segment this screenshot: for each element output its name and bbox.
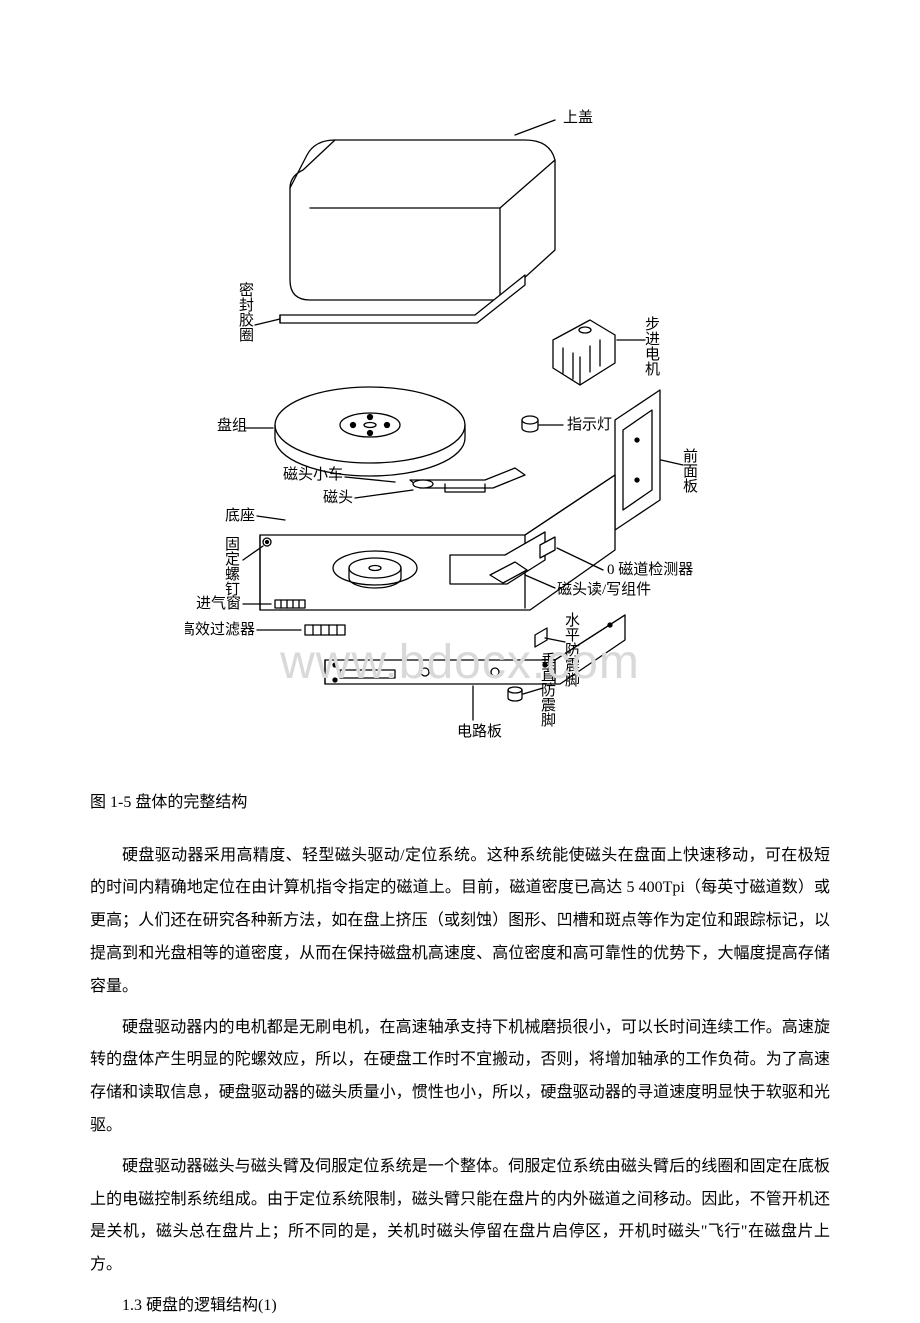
figure-caption: 图 1-5 盘体的完整结构 [90, 790, 830, 816]
label-head-rw: 磁头读/写组件 [557, 581, 651, 598]
label-head-cart: 磁头小车 [283, 466, 343, 483]
label-top-cover: 上盖 [563, 109, 593, 126]
label-seal-ring: 密封胶圈 [237, 282, 254, 342]
exploded-diagram: 上盖 密封胶圈 步进电机 盘组 指示灯 磁头小车 磁头 前面板 底座 固定螺钉 … [185, 80, 735, 760]
label-track0: 0 磁道检测器 [607, 561, 693, 578]
label-indicator: 指示灯 [567, 416, 612, 433]
label-pcb: 电路板 [457, 722, 502, 740]
paragraph-1: 硬盘驱动器采用高精度、轻型磁头驱动/定位系统。这种系统能使磁头在盘面上快速移动，… [90, 840, 830, 1004]
paragraph-2: 硬盘驱动器内的电机都是无刷电机，在高速轴承支持下机械磨损很小，可以长时间连续工作… [90, 1012, 830, 1143]
label-platter: 盘组 [217, 416, 247, 434]
label-air-inlet: 进气窗 [196, 594, 241, 612]
section-heading: 1.3 硬盘的逻辑结构(1) [90, 1290, 830, 1323]
label-front-panel: 前面板 [681, 448, 698, 493]
paragraph-3: 硬盘驱动器磁头与磁头臂及伺服定位系统是一个整体。伺服定位系统由磁头臂后的线圈和固… [90, 1151, 830, 1282]
label-filter: 高效过滤器 [185, 621, 255, 638]
label-head: 磁头 [323, 489, 353, 506]
label-stepper-motor: 步进电机 [643, 316, 660, 377]
label-fixing-screw: 固定螺钉 [223, 536, 240, 597]
label-base: 底座 [225, 507, 255, 524]
label-h-shock: 水平防震脚 [563, 612, 580, 688]
label-v-shock: 垂直防震脚 [539, 652, 556, 728]
